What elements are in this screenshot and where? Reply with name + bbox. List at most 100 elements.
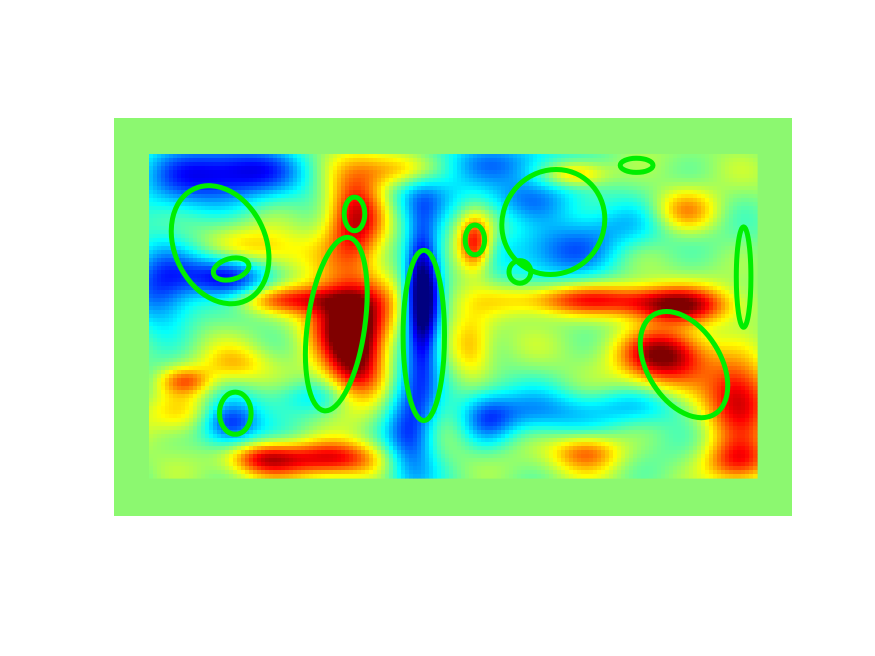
heatmap-cell — [285, 282, 290, 287]
heatmap-cell — [709, 194, 714, 199]
heatmap-cell — [709, 158, 714, 163]
heatmap-cell — [269, 262, 274, 267]
heatmap-cell — [681, 278, 686, 283]
heatmap-cell — [361, 274, 366, 279]
heatmap-cell — [445, 210, 450, 215]
heatmap-cell — [609, 238, 614, 243]
heatmap-cell — [513, 274, 518, 279]
heatmap-cell — [365, 170, 370, 175]
heatmap-cell — [233, 238, 238, 243]
heatmap-cell — [449, 246, 454, 251]
heatmap-cell — [569, 182, 574, 187]
heatmap-cell — [577, 182, 582, 187]
heatmap-cell — [617, 210, 622, 215]
heatmap-cell — [645, 206, 650, 211]
heatmap-cell — [633, 262, 638, 267]
heatmap-cell — [221, 178, 226, 183]
heatmap-cell — [549, 162, 554, 167]
heatmap-cell — [497, 282, 502, 287]
heatmap-cell — [437, 182, 442, 187]
heatmap-cell — [725, 154, 730, 159]
heatmap-cell — [217, 266, 222, 271]
heatmap-cell — [457, 282, 462, 287]
heatmap-cell — [341, 258, 346, 263]
heatmap-cell — [657, 190, 662, 195]
heatmap-cell — [301, 270, 306, 275]
heatmap-cell — [321, 210, 326, 215]
heatmap-cell — [681, 238, 686, 243]
heatmap-cell — [341, 282, 346, 287]
heatmap-cell — [365, 190, 370, 195]
heatmap-cell — [433, 182, 438, 187]
heatmap-cell — [361, 238, 366, 243]
heatmap-cell — [561, 182, 566, 187]
heatmap-cell — [337, 262, 342, 267]
heatmap-cell — [365, 198, 370, 203]
heatmap-cell — [269, 166, 274, 171]
heatmap-cell — [461, 270, 466, 275]
heatmap-cell — [573, 190, 578, 195]
heatmap-cell — [617, 238, 622, 243]
heatmap-cell — [553, 194, 558, 199]
heatmap-cell — [641, 182, 646, 187]
heatmap-cell — [477, 266, 482, 271]
heatmap-cell — [485, 266, 490, 271]
heatmap-cell — [669, 278, 674, 283]
heatmap-cell — [649, 206, 654, 211]
heatmap-cell — [241, 206, 246, 211]
heatmap-cell — [561, 222, 566, 227]
heatmap-cell — [673, 222, 678, 227]
heatmap-cell — [501, 246, 506, 251]
heatmap-cell — [573, 198, 578, 203]
heatmap-cell — [217, 158, 222, 163]
heatmap-cell — [649, 266, 654, 271]
heatmap-cell — [301, 198, 306, 203]
heatmap-cell — [721, 266, 726, 271]
heatmap-cell — [669, 166, 674, 171]
heatmap-cell — [709, 198, 714, 203]
heatmap-cell — [153, 182, 158, 187]
heatmap-cell — [321, 270, 326, 275]
heatmap-cell — [613, 170, 618, 175]
heatmap-cell — [637, 182, 642, 187]
heatmap-cell — [369, 234, 374, 239]
heatmap-cell — [417, 242, 422, 247]
heatmap-cell — [189, 254, 194, 259]
heatmap-cell — [645, 154, 650, 159]
heatmap-cell — [473, 258, 478, 263]
heatmap-cell — [717, 174, 722, 179]
heatmap-cell — [621, 222, 626, 227]
heatmap-cell — [509, 182, 514, 187]
heatmap-cell — [533, 190, 538, 195]
heatmap-cell — [457, 250, 462, 255]
heatmap-cell — [613, 178, 618, 183]
heatmap-cell — [405, 258, 410, 263]
heatmap-cell — [445, 214, 450, 219]
heatmap-cell — [701, 238, 706, 243]
heatmap-cell — [717, 154, 722, 159]
heatmap-cell — [497, 242, 502, 247]
heatmap-cell — [693, 154, 698, 159]
heatmap-cell — [593, 170, 598, 175]
heatmap-cell — [429, 214, 434, 219]
heatmap-cell — [201, 218, 206, 223]
heatmap-cell — [513, 230, 518, 235]
heatmap-cell — [297, 226, 302, 231]
heatmap-cell — [157, 154, 162, 159]
heatmap-cell — [209, 190, 214, 195]
heatmap-cell — [313, 190, 318, 195]
heatmap-cell — [549, 182, 554, 187]
heatmap-cell — [665, 194, 670, 199]
heatmap-cell — [693, 258, 698, 263]
heatmap-cell — [265, 158, 270, 163]
heatmap-cell — [733, 206, 738, 211]
heatmap-cell — [477, 198, 482, 203]
heatmap-cell — [621, 198, 626, 203]
heatmap-cell — [401, 210, 406, 215]
heatmap-cell — [521, 206, 526, 211]
heatmap-cell — [337, 250, 342, 255]
heatmap-cell — [597, 274, 602, 279]
heatmap-cell — [249, 218, 254, 223]
heatmap-cell — [741, 170, 746, 175]
heatmap-cell — [357, 174, 362, 179]
